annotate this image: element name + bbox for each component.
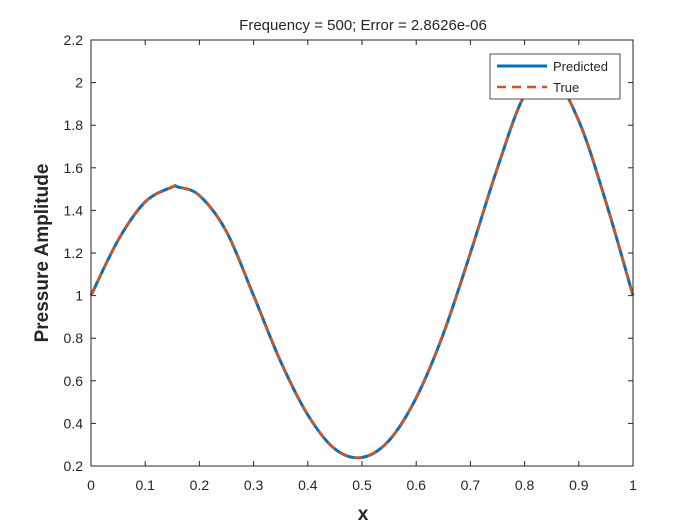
chart-title: Frequency = 500; Error = 2.8626e-06 [239,17,487,34]
x-tick-label: 1 [629,477,637,493]
y-tick-label: 1 [75,288,83,304]
x-tick-label: 0.2 [190,477,210,493]
y-tick-label: 1.8 [64,117,84,133]
y-tick-label: 1.2 [64,245,84,261]
y-tick-label: 0.4 [64,415,84,431]
y-axis-label: Pressure Amplitude [32,164,53,343]
x-tick-label: 0.3 [244,477,264,493]
x-tick-label: 0.6 [406,477,426,493]
x-axis-ticks: 0 0.1 0.2 0.3 0.4 0.5 0.6 0.7 0.8 0.9 1 [87,40,637,493]
axes-box [90,39,634,467]
y-tick-label: 2.2 [64,32,84,48]
x-tick-label: 0.7 [461,477,481,493]
x-axis-label: x [358,504,369,525]
x-tick-label: 0.4 [298,477,318,493]
legend: Predicted True [489,53,621,100]
legend-label: True [553,80,579,95]
x-tick-label: 0.9 [569,477,589,493]
legend-box [489,53,621,100]
y-tick-label: 0.8 [64,330,84,346]
y-tick-label: 0.6 [64,373,84,389]
y-tick-label: 0.2 [64,458,84,474]
plot-area [91,40,633,466]
y-tick-label: 1.4 [64,202,84,218]
x-tick-label: 0.1 [135,477,155,493]
x-tick-label: 0 [87,477,95,493]
legend-label: Predicted [553,59,608,74]
y-axis-ticks: 0.2 0.4 0.6 0.8 1 1.2 1.4 1.6 1.8 2 2.2 [64,32,633,474]
x-tick-label: 0.8 [515,477,535,493]
x-tick-label: 0.5 [352,477,372,493]
y-tick-label: 1.6 [64,160,84,176]
y-tick-label: 2 [75,75,83,91]
